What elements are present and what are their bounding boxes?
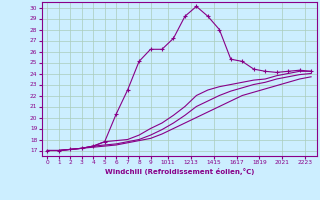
X-axis label: Windchill (Refroidissement éolien,°C): Windchill (Refroidissement éolien,°C): [105, 168, 254, 175]
